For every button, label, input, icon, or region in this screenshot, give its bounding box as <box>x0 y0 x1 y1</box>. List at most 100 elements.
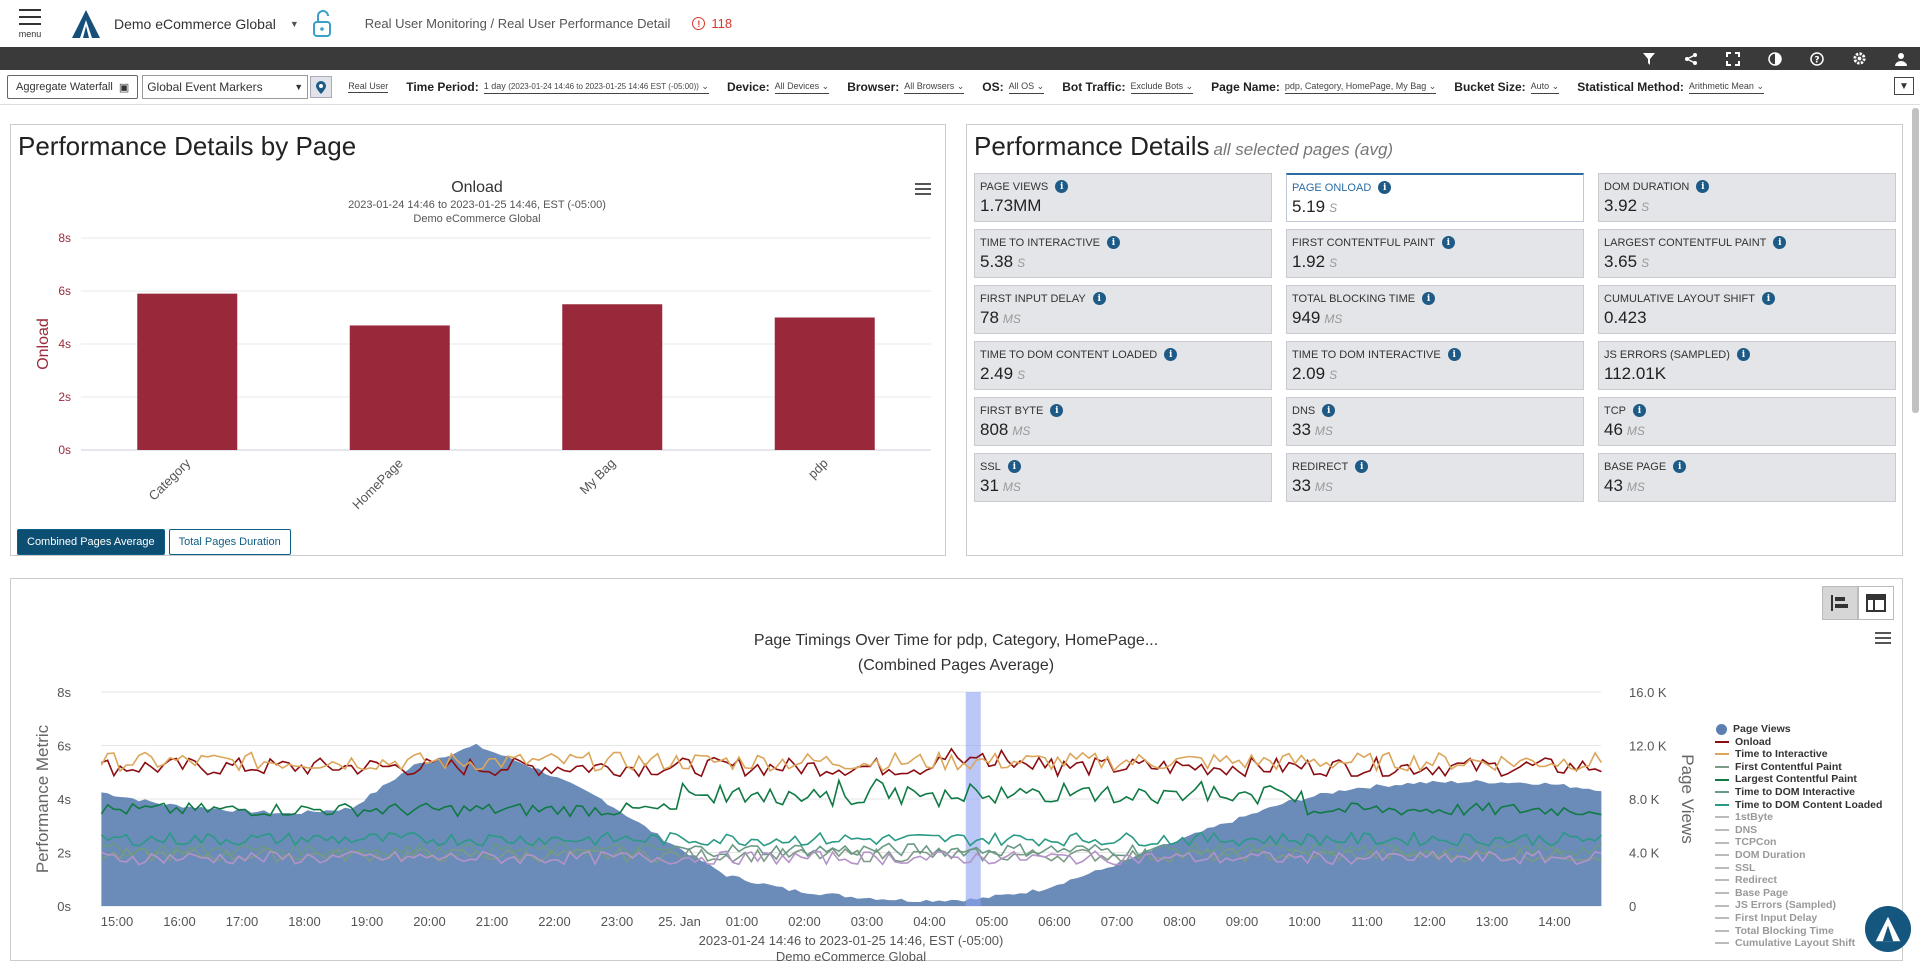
metric-tile[interactable]: PAGE VIEWS i 1.73MM <box>974 173 1272 222</box>
metric-tile[interactable]: SSL i 31 MS <box>974 453 1272 502</box>
total-pages-duration-button[interactable]: Total Pages Duration <box>168 529 291 555</box>
statistical-method-select[interactable]: Arithmetic Mean ⌄ <box>1688 81 1764 94</box>
bucket-size-select[interactable]: Auto ⌄ <box>1530 81 1560 94</box>
info-icon[interactable]: i <box>1441 236 1455 249</box>
metric-tile[interactable]: JS ERRORS (SAMPLED) i 112.01K <box>1598 341 1896 390</box>
legend-item[interactable]: Page Views <box>1715 723 1882 736</box>
map-pin-icon[interactable] <box>310 76 333 98</box>
real-user-select[interactable]: Real User <box>348 81 389 93</box>
page-name-select[interactable]: pdp, Category, HomePage, My Bag ⌄ <box>1284 81 1437 94</box>
series-line[interactable] <box>100 830 1602 847</box>
metric-tile[interactable]: FIRST INPUT DELAY i 78 MS <box>974 285 1272 334</box>
info-icon[interactable]: i <box>1696 180 1710 193</box>
info-icon[interactable]: i <box>1107 236 1120 249</box>
table-view-icon[interactable] <box>1858 586 1894 620</box>
scrollbar-thumb[interactable] <box>1912 108 1919 413</box>
series-line[interactable] <box>101 841 1602 859</box>
os-select[interactable]: All OS ⌄ <box>1008 81 1045 94</box>
info-icon[interactable]: i <box>1736 348 1750 361</box>
menu-button[interactable]: menu <box>0 0 60 47</box>
page-views-area[interactable] <box>101 743 1602 906</box>
metric-tile[interactable]: TIME TO DOM INTERACTIVE i 2.09 S <box>1286 341 1584 390</box>
info-icon[interactable]: i <box>1355 460 1369 473</box>
info-icon[interactable]: i <box>1633 404 1646 417</box>
page-scrollbar[interactable] <box>1910 108 1920 413</box>
series-line[interactable] <box>101 849 1602 866</box>
info-icon[interactable]: i <box>1050 404 1064 417</box>
series-line[interactable] <box>100 750 1603 773</box>
share-icon[interactable] <box>1682 50 1700 68</box>
legend-item[interactable]: Total Blocking Time <box>1715 925 1882 938</box>
metric-tile[interactable]: TCP i 46 MS <box>1598 397 1896 446</box>
legend-item[interactable]: First Contentful Paint <box>1715 761 1882 774</box>
legend-item[interactable]: First Input Delay <box>1715 912 1882 925</box>
series-line[interactable] <box>100 777 1602 818</box>
metric-tile[interactable]: DOM DURATION i 3.92 S <box>1598 173 1896 222</box>
user-icon[interactable] <box>1892 50 1910 68</box>
bar[interactable] <box>137 293 238 450</box>
legend-item[interactable]: Base Page <box>1715 887 1882 900</box>
info-icon[interactable]: i <box>1761 292 1775 305</box>
info-icon[interactable]: i <box>1164 348 1178 361</box>
info-icon[interactable]: i <box>1447 348 1461 361</box>
legend-item[interactable]: SSL <box>1715 862 1882 875</box>
help-icon[interactable]: ? <box>1808 50 1826 68</box>
info-icon[interactable]: i <box>1007 460 1021 473</box>
chart-menu-icon[interactable] <box>1875 632 1891 644</box>
chart-menu-icon[interactable] <box>915 183 931 195</box>
settings-icon[interactable] <box>1850 50 1868 68</box>
info-icon[interactable]: i <box>1673 460 1687 473</box>
legend-item[interactable]: DNS <box>1715 824 1882 837</box>
filter-icon[interactable] <box>1640 50 1658 68</box>
aggregate-waterfall-button[interactable]: Aggregate Waterfall ▣ <box>7 75 139 99</box>
metric-tile[interactable]: TIME TO INTERACTIVE i 5.38 S <box>974 229 1272 278</box>
metric-tile[interactable]: CUMULATIVE LAYOUT SHIFT i 0.423 <box>1598 285 1896 334</box>
legend-item[interactable]: Time to DOM Interactive <box>1715 786 1882 799</box>
bar[interactable] <box>562 304 663 450</box>
device-select[interactable]: All Devices ⌄ <box>774 81 830 94</box>
browser-select[interactable]: All Browsers ⌄ <box>904 81 965 94</box>
info-icon[interactable]: i <box>1378 181 1392 194</box>
alert-indicator[interactable]: ! 118 <box>692 16 732 31</box>
metric-tile[interactable]: FIRST CONTENTFUL PAINT i 1.92 S <box>1286 229 1584 278</box>
metric-tile[interactable]: PAGE ONLOAD i 5.19 S <box>1286 173 1584 222</box>
contrast-icon[interactable] <box>1766 50 1784 68</box>
time-period-select[interactable]: 1 day (2023-01-24 14:46 to 2023-01-25 14… <box>483 81 709 94</box>
info-icon[interactable]: i <box>1422 292 1436 305</box>
legend-item[interactable]: 1stByte <box>1715 811 1882 824</box>
info-icon[interactable]: i <box>1092 292 1106 305</box>
legend-item[interactable]: Cumulative Layout Shift <box>1715 937 1882 950</box>
legend-item[interactable]: Time to DOM Content Loaded <box>1715 799 1882 812</box>
event-markers-select[interactable]: Global Event Markers ▼ <box>142 75 309 99</box>
series-line[interactable] <box>101 747 1602 779</box>
combined-pages-average-button[interactable]: Combined Pages Average <box>17 529 165 555</box>
assistant-logo-icon[interactable] <box>1865 906 1911 952</box>
bar[interactable] <box>349 325 450 450</box>
collapse-filters-button[interactable]: ▼ <box>1894 77 1914 95</box>
legend-item[interactable]: JS Errors (Sampled) <box>1715 899 1882 912</box>
metric-tile[interactable]: TIME TO DOM CONTENT LOADED i 2.49 S <box>974 341 1272 390</box>
metric-tile[interactable]: BASE PAGE i 43 MS <box>1598 453 1896 502</box>
legend-item[interactable]: TCPCon <box>1715 836 1882 849</box>
chart-view-icon[interactable] <box>1822 586 1858 620</box>
info-icon[interactable]: i <box>1322 404 1336 417</box>
unlock-icon[interactable] <box>311 8 333 40</box>
legend-item[interactable]: Onload <box>1715 736 1882 749</box>
bar[interactable] <box>774 317 875 451</box>
fullscreen-icon[interactable] <box>1724 50 1742 68</box>
legend-item[interactable]: DOM Duration <box>1715 849 1882 862</box>
brand-selector[interactable]: Demo eCommerce Global <box>114 15 276 32</box>
info-icon[interactable]: i <box>1773 236 1787 249</box>
metric-tile[interactable]: DNS i 33 MS <box>1286 397 1584 446</box>
metric-tile[interactable]: LARGEST CONTENTFUL PAINT i 3.65 S <box>1598 229 1896 278</box>
metric-tile[interactable]: FIRST BYTE i 808 MS <box>974 397 1272 446</box>
metric-tile[interactable]: REDIRECT i 33 MS <box>1286 453 1584 502</box>
legend-item[interactable]: Largest Contentful Paint <box>1715 773 1882 786</box>
chevron-down-icon[interactable]: ▼ <box>289 18 299 29</box>
event-marker-band[interactable] <box>965 692 981 906</box>
legend-item[interactable]: Time to Interactive <box>1715 748 1882 761</box>
app-logo-icon[interactable] <box>70 8 102 40</box>
metric-tile[interactable]: TOTAL BLOCKING TIME i 949 MS <box>1286 285 1584 334</box>
info-icon[interactable]: i <box>1055 180 1069 193</box>
bot-traffic-select[interactable]: Exclude Bots ⌄ <box>1130 81 1194 94</box>
